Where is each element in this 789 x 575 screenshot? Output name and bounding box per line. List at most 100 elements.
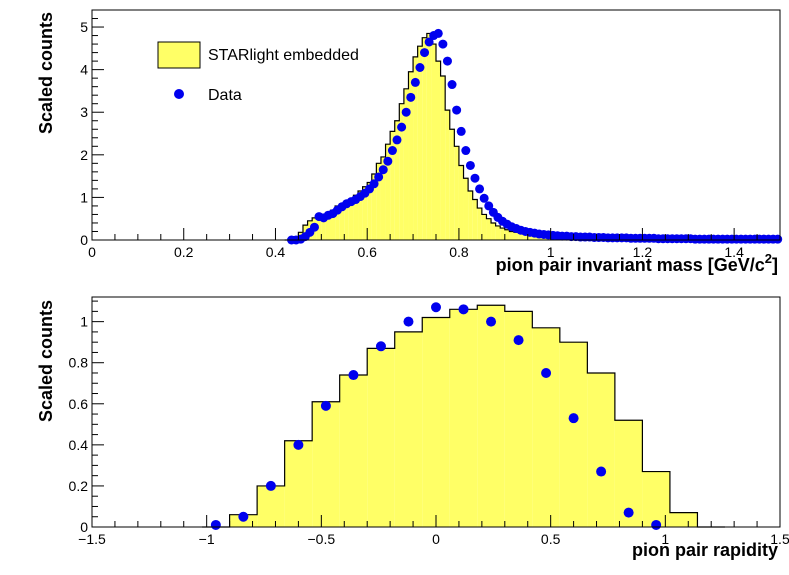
mass-y-axis-title: Scaled counts [36,12,56,134]
mass-hist-bin [491,222,496,240]
rapidity-y-tick-labels: 0 0.2 0.4 0.6 0.8 1 [69,314,89,535]
mass-y-tick-label: 4 [80,62,88,78]
mass-hist-bin [504,229,510,240]
mass-data-point [470,173,480,183]
rapidity-hist-bin [339,375,368,527]
mass-data-point [461,146,471,156]
rapidity-data-point [210,519,221,530]
mass-hist-bin [403,88,409,240]
mass-hist-bin [408,71,414,240]
mass-hist-bin [316,218,322,240]
rapidity-x-axis-title: pion pair rapidity [632,540,778,560]
mass-hist-bin [440,76,446,240]
mass-hist-bin [358,191,363,240]
legend-swatch-starlight [157,41,201,69]
rapidity-hist-bin [257,485,285,527]
mass-data-point [456,126,466,136]
mass-hist-bin [463,178,469,240]
mass-hist-bin [353,195,359,240]
mass-data-point [452,105,462,115]
mass-y-tick-labels: 0 1 2 3 4 5 [80,19,88,248]
mass-x-tick-label: 0.2 [174,244,194,260]
mass-hist-bin [481,214,487,240]
rapidity-x-tick-labels: −1.5 −1 −0.5 0 0.5 1 1.5 [78,531,789,547]
mass-hist-bin [422,37,427,241]
mass-data-point [438,39,448,49]
rapidity-data-point [541,367,552,378]
rapidity-y-tick-label: 0.8 [69,355,89,371]
rapidity-hist-bin [312,401,340,527]
mass-hist-bin [468,191,473,240]
mass-hist-bin [495,225,501,240]
mass-x-tick-label: 0 [88,244,96,260]
mass-hist-bin [348,199,354,240]
rapidity-data-point [596,466,607,477]
mass-data-point [378,165,388,175]
rapidity-x-tick-label: 1 [661,531,669,547]
mass-data-point [773,234,783,244]
mass-panel: 0 0.2 0.4 0.6 0.8 1 1.2 1.4 0 1 2 3 4 5 Scaled count… [36,9,783,275]
rapidity-y-ticks [92,300,104,528]
mass-data-point [410,77,420,87]
mass-hist-bin [527,234,533,240]
mass-data-point [465,160,475,170]
rapidity-data-point [265,480,276,491]
rapidity-data-point [486,316,497,327]
mass-data-point [406,92,416,102]
rapidity-hist-bin [422,317,450,527]
legend: STARlight embedded Data [157,41,359,104]
mass-data-point [309,222,319,232]
rapidity-panel: −1.5 −1 −0.5 0 0.5 1 1.5 0 0.2 0.4 0.6 0.8 1 Scaled… [36,296,789,560]
mass-hist-bin [385,144,391,240]
mass-hist-bin [399,103,404,240]
rapidity-hist-bin [532,327,560,527]
rapidity-x-tick-label: −0.5 [308,531,336,547]
mass-data-point [484,201,494,211]
rapidity-x-tick-label: 0.5 [541,531,561,547]
mass-x-tick-labels: 0 0.2 0.4 0.6 0.8 1 1.2 1.4 [88,244,744,260]
rapidity-x-tick-label: −1 [199,531,215,547]
mass-x-tick-label: 0.4 [266,244,286,260]
mass-data-point [374,172,384,182]
rapidity-data-points [210,302,662,530]
rapidity-data-point [293,439,304,450]
rapidity-hist-bin [504,311,533,527]
mass-hist-bin [518,233,524,240]
mass-data-point [442,56,452,66]
rapidity-x-tick-label: 1.5 [770,531,789,547]
rapidity-y-tick-label: 0 [80,519,88,535]
mass-y-ticks [92,9,104,241]
mass-hist-bin [390,131,395,240]
mass-hist-bin [472,199,478,240]
rapidity-hist-bin [477,305,505,527]
mass-hist-bin [513,232,519,240]
mass-y-tick-label: 5 [80,19,88,35]
mass-hist-bin [362,186,368,240]
mass-hist-bin [445,110,450,240]
mass-data-point [479,193,489,203]
rapidity-data-point [458,304,469,315]
mass-hist-bin [477,208,482,240]
rapidity-hist-bin [587,372,615,527]
rapidity-hist-bin [449,309,478,527]
mass-hist-bin [413,56,418,240]
mass-hist-bin [380,156,386,240]
mass-hist-bin [436,61,441,240]
rapidity-hist-bin [284,440,313,527]
rapidity-data-point [348,370,359,381]
rapidity-data-point [375,341,386,352]
mass-data-point [392,135,402,145]
mass-data-point [447,80,457,90]
mass-data-point [369,179,379,189]
rapidity-hist-bin [394,331,423,527]
rapidity-data-point [513,335,524,346]
mass-hist-bin [431,44,436,241]
rapidity-data-point [651,519,662,530]
mass-x-axis-title-sup: 2 [765,251,772,266]
mass-hist-bin [417,46,423,240]
rapidity-y-tick-label: 0.4 [69,437,89,453]
rapidity-hist-bin [559,342,588,527]
legend-label-starlight: STARlight embedded [208,47,359,64]
mass-data-point [420,48,430,58]
